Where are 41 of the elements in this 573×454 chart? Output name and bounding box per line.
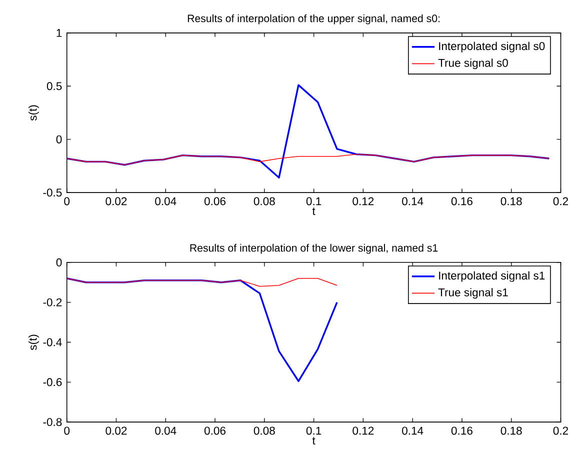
legend-label: True signal s0 [438, 58, 508, 70]
chart-title: Results of interpolation of the upper signal, named s0: [188, 14, 440, 24]
y-axis-title: s(t) [28, 334, 39, 350]
x-tick-label: 0.2 [553, 197, 568, 206]
x-tick-label: 0.04 [155, 197, 176, 206]
x-tick-label: 0.2 [553, 426, 568, 435]
x-tick-label: 0.12 [352, 426, 374, 435]
x-tick-label: 0.02 [106, 426, 127, 435]
y-tick-label: -0.8 [43, 418, 62, 426]
y-tick-label: -0.4 [43, 338, 62, 346]
x-tick-label: 0.14 [402, 197, 424, 206]
x-tick-label: 0.06 [204, 426, 226, 435]
x-axis-title: t [312, 208, 316, 216]
y-tick-label: 1 [56, 29, 62, 37]
x-axis-title: t [312, 437, 316, 445]
x-tick-label: 0.18 [500, 197, 522, 206]
x-tick-label: 0.06 [204, 197, 226, 206]
legend-label: True signal s1 [438, 288, 508, 299]
x-tick-label: 0.1 [306, 197, 322, 206]
x-tick-label: 0.16 [451, 426, 472, 435]
x-tick-label: 0.08 [254, 426, 275, 435]
chart-title: Results of interpolation of the lower signal, named s1 [190, 244, 438, 254]
y-tick-label: -0.6 [43, 378, 62, 386]
legend-label: Interpolated signal s0 [439, 42, 545, 52]
x-tick-label: 0 [64, 426, 70, 435]
y-tick-label: -0.5 [43, 188, 62, 197]
y-tick-label: 0.5 [46, 82, 62, 90]
y-tick-label: 0 [56, 135, 62, 144]
x-tick-label: 0.12 [352, 197, 374, 206]
y-tick-label: 0 [56, 258, 62, 266]
x-tick-label: 0.04 [155, 426, 176, 435]
x-tick-label: 0.02 [106, 197, 127, 206]
x-tick-label: 0.08 [254, 197, 275, 206]
x-tick-label: 0 [64, 197, 70, 206]
y-axis-title: s(t) [28, 105, 39, 121]
legend-label: Interpolated signal s1 [439, 271, 545, 282]
x-tick-label: 0.18 [500, 426, 522, 435]
y-tick-label: -0.2 [43, 298, 62, 306]
x-tick-label: 0.16 [451, 197, 472, 206]
x-tick-label: 0.1 [306, 426, 322, 435]
x-tick-label: 0.14 [402, 426, 424, 435]
